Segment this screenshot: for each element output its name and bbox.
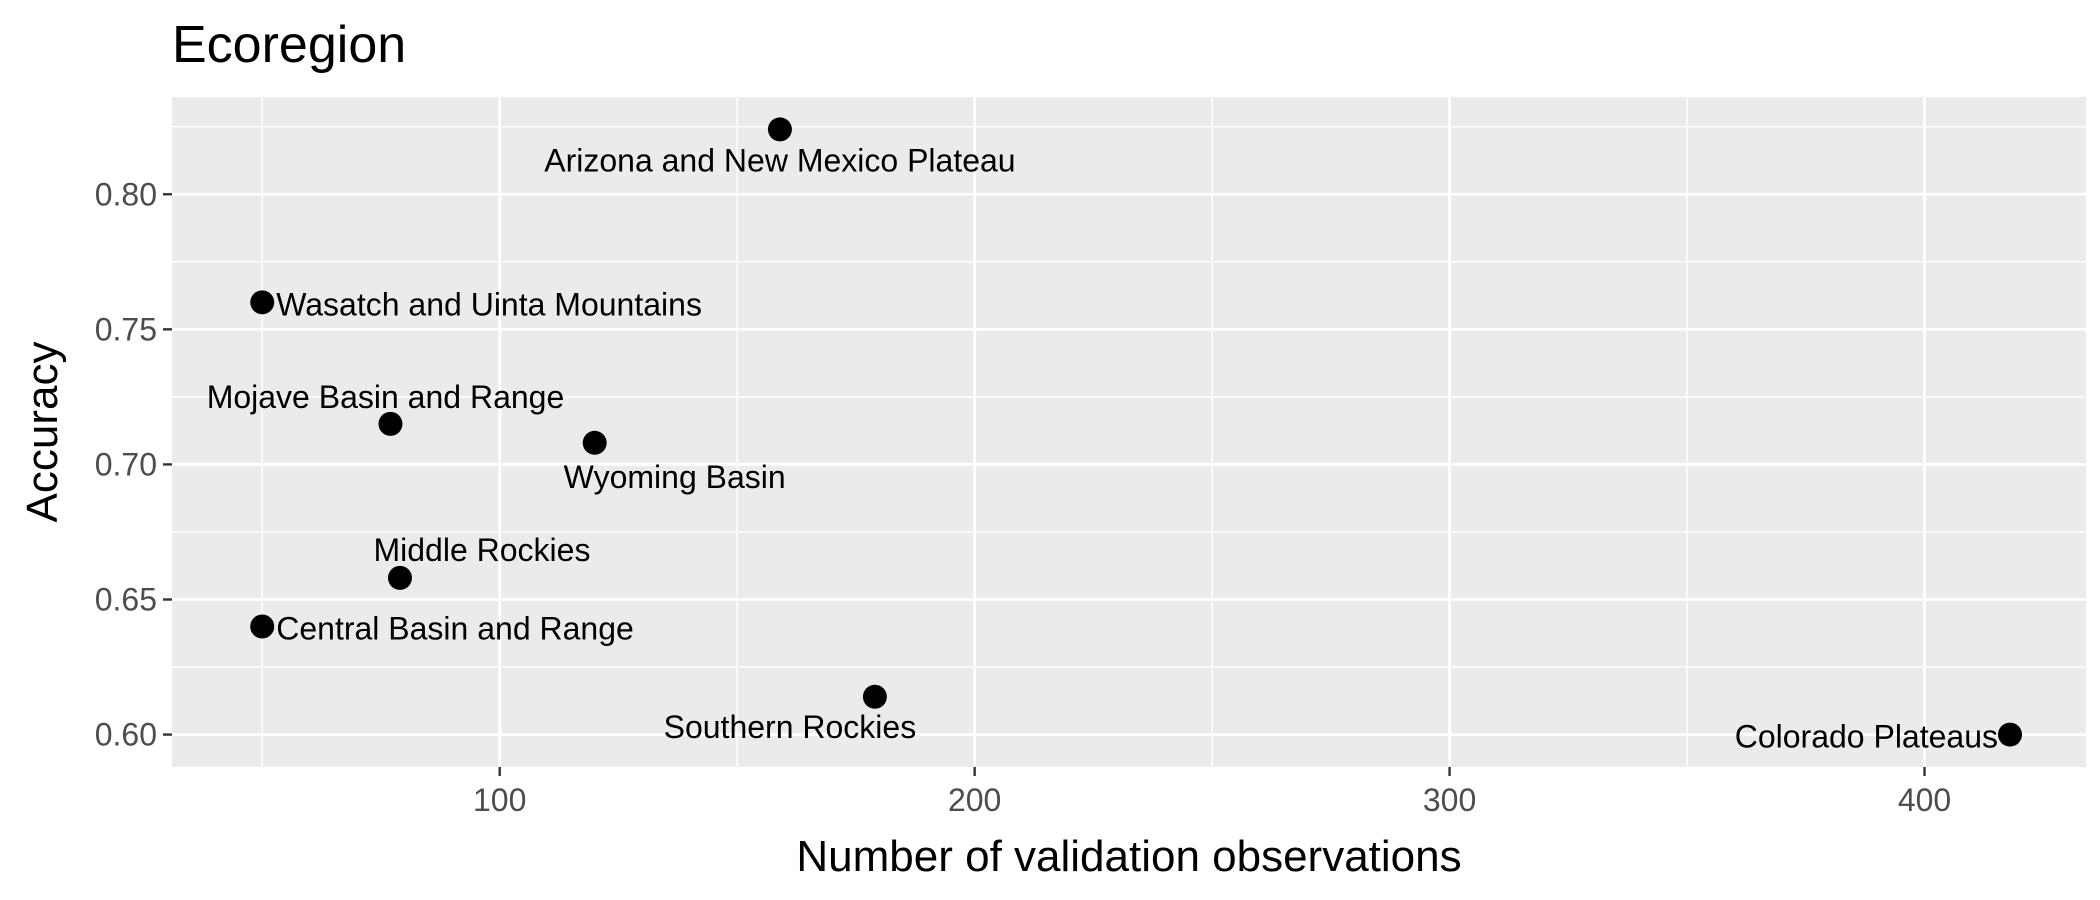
y-axis-ticks: 0.60 0.65 0.70 0.75 0.80 <box>95 176 172 753</box>
point-labels: Arizona and New Mexico Plateau Wasatch an… <box>207 142 1998 754</box>
data-points <box>250 117 2023 747</box>
point-label: Arizona and New Mexico Plateau <box>544 142 1015 178</box>
data-point <box>582 430 607 455</box>
data-point <box>1998 722 2023 747</box>
y-axis-title: Accuracy <box>18 342 67 523</box>
chart-title: Ecoregion <box>172 16 406 74</box>
data-point <box>767 117 792 142</box>
y-tick-label: 0.75 <box>95 311 157 347</box>
plot-panel <box>172 97 2086 767</box>
data-point <box>862 684 887 709</box>
y-tick-label: 0.60 <box>95 717 157 753</box>
y-tick-label: 0.80 <box>95 176 157 212</box>
x-tick-label: 400 <box>1898 782 1951 818</box>
point-label: Mojave Basin and Range <box>207 379 565 415</box>
data-point <box>378 411 403 436</box>
point-label: Middle Rockies <box>373 532 590 568</box>
point-label: Wyoming Basin <box>564 459 786 495</box>
x-tick-label: 100 <box>473 782 526 818</box>
data-point <box>250 290 275 315</box>
y-tick-label: 0.65 <box>95 582 157 618</box>
y-tick-label: 0.70 <box>95 446 157 482</box>
x-axis-ticks: 100 200 300 400 <box>473 767 1951 818</box>
major-gridlines <box>172 97 2086 767</box>
x-axis-title: Number of validation observations <box>796 832 1461 881</box>
point-label: Southern Rockies <box>664 709 917 745</box>
x-tick-label: 300 <box>1423 782 1476 818</box>
minor-gridlines <box>172 97 2086 767</box>
data-point <box>387 565 412 590</box>
x-tick-label: 200 <box>948 782 1001 818</box>
point-label: Central Basin and Range <box>276 611 634 647</box>
data-point <box>250 614 275 639</box>
point-label: Wasatch and Uinta Mountains <box>276 286 702 322</box>
point-label: Colorado Plateaus <box>1735 719 1998 755</box>
